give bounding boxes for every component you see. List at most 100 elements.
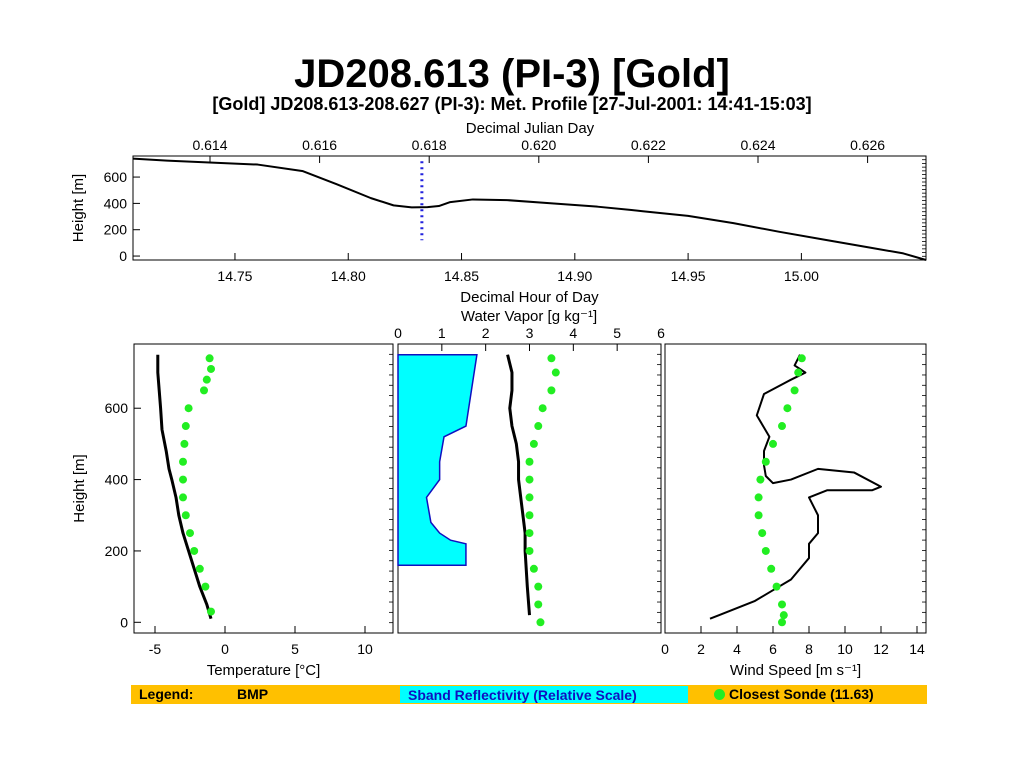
x2-tick-label: 0 — [394, 325, 402, 341]
sonde-point — [207, 364, 215, 373]
y-tick-label: 200 — [104, 222, 128, 238]
sonde-point — [767, 564, 776, 573]
y-tick-label: 200 — [105, 543, 129, 559]
y-tick-label: 0 — [119, 248, 127, 264]
sonde-point — [754, 511, 763, 520]
sonde-point — [547, 354, 556, 363]
water-vapor-panel: 0 1 2 3 4 5 6 Water Vapor [g kg⁻¹] — [394, 308, 665, 634]
x2-tick-label: 5 — [613, 325, 621, 341]
legend-sonde-marker — [714, 689, 725, 700]
height-timeseries-chart: [Gold] JD208.613-208.627 (PI-3): Met. Pr… — [70, 94, 927, 306]
x2-tick-label: 0.620 — [521, 137, 556, 153]
page-title: JD208.613 (PI-3) [Gold] — [294, 52, 730, 96]
x-tick-label: 0 — [221, 641, 229, 657]
x-tick-label: 5 — [291, 641, 299, 657]
sband-reflectivity-area — [397, 353, 478, 566]
x-tick-label: 14.75 — [217, 268, 252, 284]
x-tick-label: 14 — [909, 641, 925, 657]
x-axis-label: Decimal Hour of Day — [460, 289, 599, 306]
x2-axis-label: Water Vapor [g kg⁻¹] — [461, 308, 597, 325]
wind-speed-panel: 0 2 4 6 8 10 12 14 Wind Speed [m s⁻¹] — [661, 343, 927, 679]
legend-label: Legend: — [139, 686, 194, 702]
x2-tick-label: 0.626 — [850, 137, 885, 153]
sonde-point — [779, 611, 788, 620]
x-tick-label: -5 — [149, 641, 162, 657]
plot-frame — [132, 155, 927, 261]
y-tick-label: 600 — [104, 169, 128, 185]
sonde-point — [195, 564, 204, 573]
y-axis-label: Height [m] — [71, 454, 88, 522]
sonde-point — [790, 386, 799, 395]
x-tick-label: 14.80 — [331, 268, 366, 284]
sonde-point — [525, 511, 534, 520]
sonde-point — [181, 511, 190, 520]
x2-tick-label: 0.624 — [740, 137, 775, 153]
x2-tick-label: 2 — [482, 325, 490, 341]
y-axis-label: Height [m] — [70, 174, 87, 242]
x2-tick-label: 0.622 — [631, 137, 666, 153]
sonde-point — [534, 422, 543, 431]
x-tick-label: 4 — [733, 641, 741, 657]
y-tick-label: 400 — [104, 195, 128, 211]
sonde-point — [534, 582, 543, 591]
sonde-point — [529, 439, 538, 448]
height-line — [132, 157, 927, 261]
sonde-point — [207, 607, 215, 616]
x2-tick-label: 0.618 — [412, 137, 447, 153]
sonde-point — [761, 546, 770, 555]
legend-sband-label: Sband Reflectivity (Relative Scale) — [408, 687, 637, 703]
legend-sonde-label: Closest Sonde (11.63) — [729, 686, 874, 702]
x2-tick-label: 3 — [526, 325, 534, 341]
sonde-point — [529, 564, 538, 573]
bmp-line — [506, 354, 531, 616]
x2-axis-label: Decimal Julian Day — [466, 120, 595, 137]
sonde-point — [794, 368, 803, 377]
x-tick-label: 2 — [697, 641, 705, 657]
sonde-point — [190, 546, 199, 555]
sonde-point — [525, 529, 534, 538]
y-tick-label: 600 — [105, 400, 129, 416]
x-tick-label: 8 — [805, 641, 813, 657]
x-tick-label: 14.90 — [557, 268, 592, 284]
sonde-point — [525, 493, 534, 502]
x-tick-label: 15.00 — [784, 268, 819, 284]
x2-tick-label: 1 — [438, 325, 446, 341]
y-tick-label: 400 — [105, 472, 129, 488]
temperature-panel: -5 0 5 10 0 200 400 600 Temperature [°C] Height [… — [71, 343, 394, 679]
sonde-point — [525, 457, 534, 466]
x-tick-label: 6 — [769, 641, 777, 657]
x-tick-label: 14.95 — [671, 268, 706, 284]
sonde-point — [769, 439, 777, 448]
sonde-point — [179, 493, 187, 502]
sonde-point — [202, 375, 211, 384]
sonde-point — [778, 618, 786, 627]
sonde-point — [201, 582, 210, 591]
legend-sband-swatch: Sband Reflectivity (Relative Scale) — [400, 686, 688, 703]
sonde-point — [186, 529, 194, 538]
sonde-point — [758, 529, 767, 538]
sonde-point — [778, 600, 786, 609]
chart-title: [Gold] JD208.613-208.627 (PI-3): Met. Pr… — [212, 94, 811, 114]
x2-tick-label: 6 — [657, 325, 665, 341]
x-tick-label: 14.85 — [444, 268, 479, 284]
x-tick-label: 10 — [357, 641, 373, 657]
x2-tick-label: 0.614 — [192, 137, 227, 153]
sonde-point — [525, 546, 534, 555]
sonde-point — [761, 457, 770, 466]
sonde-point — [538, 404, 547, 413]
sonde-point — [525, 475, 534, 484]
x-axis-label: Wind Speed [m s⁻¹] — [730, 662, 861, 679]
sonde-point — [797, 354, 806, 363]
x2-tick-label: 4 — [569, 325, 577, 341]
x-tick-label: 10 — [837, 641, 853, 657]
x-axis-label: Temperature [°C] — [207, 662, 321, 679]
sonde-point — [184, 404, 193, 413]
sonde-point — [180, 439, 189, 448]
bmp-line — [709, 354, 882, 620]
sonde-point — [756, 475, 765, 484]
legend-bmp-label: BMP — [237, 686, 269, 702]
sonde-point — [536, 618, 545, 627]
sonde-point — [534, 600, 543, 609]
sonde-point — [551, 368, 560, 377]
